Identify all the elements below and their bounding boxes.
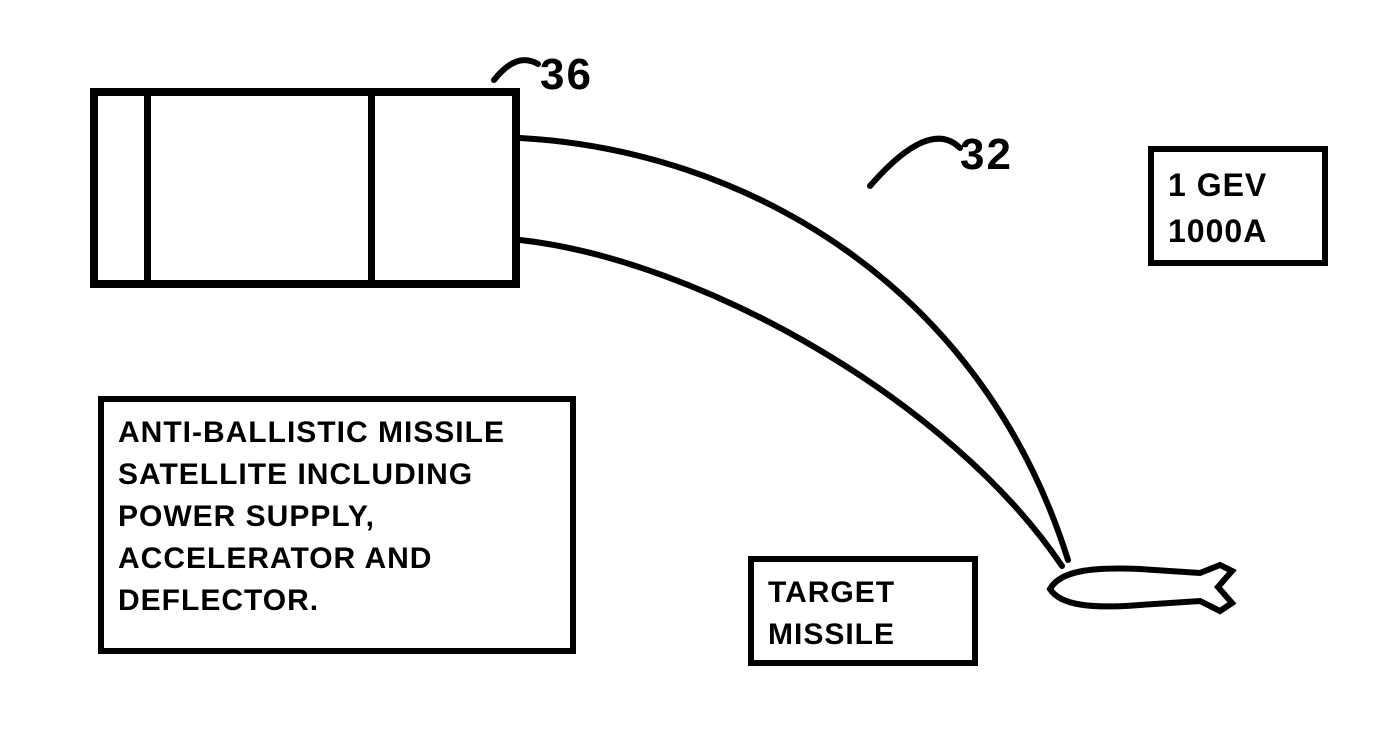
desc-line-5: DEFLECTOR. <box>118 580 556 622</box>
callout-32: 32 <box>960 130 1013 180</box>
leader-36 <box>494 60 538 80</box>
satellite-description-box: ANTI-BALLISTIC MISSILE SATELLITE INCLUDI… <box>98 396 576 654</box>
param-line-1: 1 GeV <box>1168 162 1308 208</box>
target-line-1: TARGET <box>768 572 958 614</box>
desc-line-2: SATELLITE INCLUDING <box>118 454 556 496</box>
missile-svg <box>1040 550 1240 628</box>
target-line-2: MISSILE <box>768 614 958 656</box>
desc-line-4: ACCELERATOR AND <box>118 538 556 580</box>
beam-bottom-curve <box>520 240 1062 566</box>
target-label-box: TARGET MISSILE <box>748 556 978 666</box>
satellite-divider-2 <box>368 96 375 280</box>
beam-top-curve <box>520 138 1068 560</box>
satellite-box <box>90 88 520 288</box>
parameter-box: 1 GeV 1000a <box>1148 146 1328 266</box>
satellite-divider-1 <box>144 96 151 280</box>
leader-32 <box>870 139 960 186</box>
missile-path <box>1050 565 1232 611</box>
param-line-2: 1000a <box>1168 208 1308 254</box>
desc-line-3: POWER SUPPLY, <box>118 496 556 538</box>
target-missile-icon <box>1040 550 1240 628</box>
callout-36: 36 <box>540 50 593 100</box>
desc-line-1: ANTI-BALLISTIC MISSILE <box>118 412 556 454</box>
